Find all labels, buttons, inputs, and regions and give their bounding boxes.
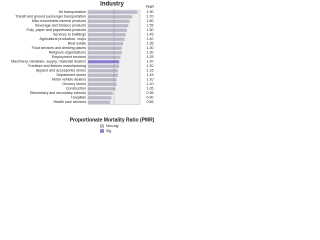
category-label: Misc nonmetallic mineral products: [32, 19, 86, 23]
value-label: 1.10: [147, 82, 154, 86]
bar: [88, 42, 124, 46]
value-label: 1.30: [147, 46, 154, 50]
bar: [88, 24, 129, 28]
value-label: 1.50: [147, 28, 154, 32]
value-label: 1.10: [147, 78, 154, 82]
category-label: Elementary and secondary schools: [30, 91, 86, 95]
bar: [88, 28, 127, 32]
bar: [88, 73, 118, 77]
bar: [88, 55, 121, 59]
value-label: 1.15: [147, 73, 154, 77]
category-label: Apparel and accessories stores: [36, 69, 86, 73]
bar: [88, 37, 125, 41]
value-label: 1.40: [147, 37, 154, 41]
legend-swatch: [100, 124, 104, 128]
category-label: Health care services: [53, 100, 86, 104]
value-header: PMR: [146, 5, 154, 9]
bar: [88, 33, 126, 37]
value-label: 1.60: [147, 19, 154, 23]
legend-label: Sig: [106, 129, 111, 133]
legend-label: Non-sig: [106, 124, 118, 128]
bar: [88, 100, 111, 104]
category-label: Motor vehicle dealers: [52, 78, 86, 82]
value-label: 1.30: [147, 51, 154, 55]
bar: [88, 96, 112, 100]
bar: [88, 51, 122, 55]
value-label: 0.90: [147, 96, 154, 100]
category-label: Air transportation: [59, 10, 86, 14]
value-label: 1.35: [147, 42, 154, 46]
bar: [88, 64, 120, 68]
value-label: 0.95: [147, 91, 154, 95]
bar: [88, 78, 117, 82]
value-label: 1.20: [147, 64, 154, 68]
bar: [88, 91, 113, 95]
bar: [88, 15, 133, 19]
category-label: Employment services: [52, 55, 86, 59]
value-label: 1.20: [147, 60, 154, 64]
value-label: 1.05: [147, 87, 154, 91]
value-label: 1.90: [147, 10, 154, 14]
chart: Industry PMR Proportionate Mortality Rat…: [11, 2, 155, 133]
category-label: Hospitals: [71, 96, 86, 100]
bar: [88, 19, 130, 23]
category-label: Construction: [66, 87, 86, 91]
category-label: Beverage and tobacco products: [35, 24, 86, 28]
legend-swatch: [100, 129, 104, 133]
value-label: 1.15: [147, 69, 154, 73]
category-label: Pulp, paper and paperboard products: [26, 28, 86, 32]
category-label: Grocery stores: [62, 82, 86, 86]
category-label: Services to buildings: [53, 33, 86, 37]
value-label: 1.70: [147, 15, 154, 19]
bar: [88, 46, 122, 50]
value-label: 1.45: [147, 33, 154, 37]
category-label: Transit and ground passenger transportat…: [15, 15, 86, 19]
bar: [88, 87, 116, 91]
value-label: 0.85: [147, 100, 154, 104]
bar: [88, 10, 138, 14]
category-label: Machinery, hardware, supply, materials d…: [11, 60, 86, 64]
x-axis-title: Proportionate Mortality Ratio (PMR): [70, 117, 155, 123]
category-label: Religious organizations: [49, 51, 86, 55]
value-label: 1.25: [147, 55, 154, 59]
category-label: Department stores: [56, 73, 86, 77]
category-label: Food services and drinking places: [32, 46, 87, 50]
category-label: Real estate: [68, 42, 86, 46]
chart-title: Industry: [100, 2, 124, 8]
bar: [88, 82, 117, 86]
category-label: Furniture and fixtures manufacturing: [28, 64, 86, 68]
category-label: Agricultural production, crops: [39, 37, 86, 41]
bar: [88, 69, 118, 73]
value-label: 1.55: [147, 24, 154, 28]
bar: [88, 60, 120, 64]
